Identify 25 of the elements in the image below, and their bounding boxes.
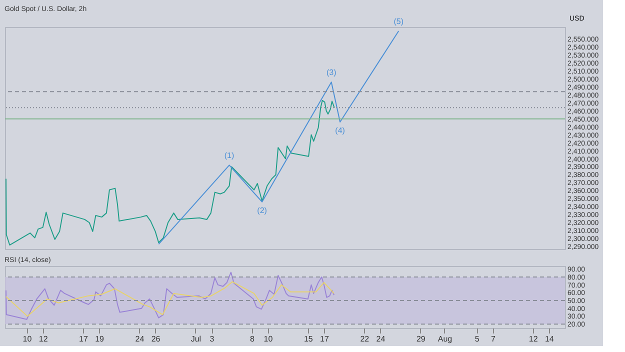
annotation: (3): [326, 68, 337, 78]
x-tick-label: 7: [490, 334, 496, 344]
x-tick-label: Aug: [438, 334, 452, 344]
x-tick-label: 17: [79, 334, 88, 344]
x-tick-label: 15: [304, 334, 314, 344]
x-tick-label: 10: [264, 334, 274, 344]
x-tick-label: Jul: [190, 334, 202, 344]
x-tick-label: 12: [528, 334, 538, 344]
x-tick-label: 14: [544, 334, 554, 344]
x-tick-label: 3: [210, 334, 215, 344]
x-tick-label: 24: [135, 334, 145, 344]
annotation: (5): [394, 16, 404, 26]
x-tick-label: 17: [320, 334, 330, 344]
x-tick-label: 10: [22, 334, 32, 344]
x-tick-label: 29: [416, 334, 426, 344]
x-tick-label: 24: [376, 334, 386, 344]
x-tick-label: 26: [151, 334, 161, 344]
annotation: (4): [335, 126, 346, 136]
x-tick-label: 8: [250, 334, 255, 344]
x-tick-label: 22: [360, 334, 370, 344]
annotation: (1): [224, 151, 234, 160]
annotation: (2): [257, 206, 268, 215]
x-tick-label: 12: [38, 334, 48, 344]
x-tick-label: 19: [95, 334, 105, 344]
x-tick-label: 5: [474, 334, 480, 344]
